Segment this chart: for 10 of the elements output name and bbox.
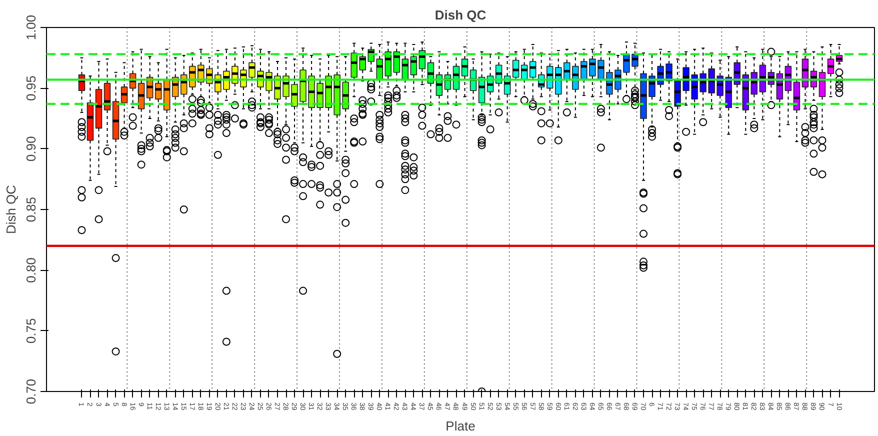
y-tick-label: 0.90	[24, 136, 38, 162]
y-tick-label: 0.75	[24, 318, 38, 344]
y-tick-label: 0.80	[24, 258, 38, 283]
y-tick-label: 0.95	[24, 76, 38, 101]
y-tick-label: 0.70	[24, 378, 38, 404]
y-tick-label: 1.00	[24, 14, 38, 40]
y-axis-title: Dish QC	[4, 184, 18, 234]
x-axis-title: Plate	[446, 418, 476, 434]
y-tick-label: 0.85	[24, 196, 38, 222]
chart-title: Dish QC	[434, 8, 487, 22]
